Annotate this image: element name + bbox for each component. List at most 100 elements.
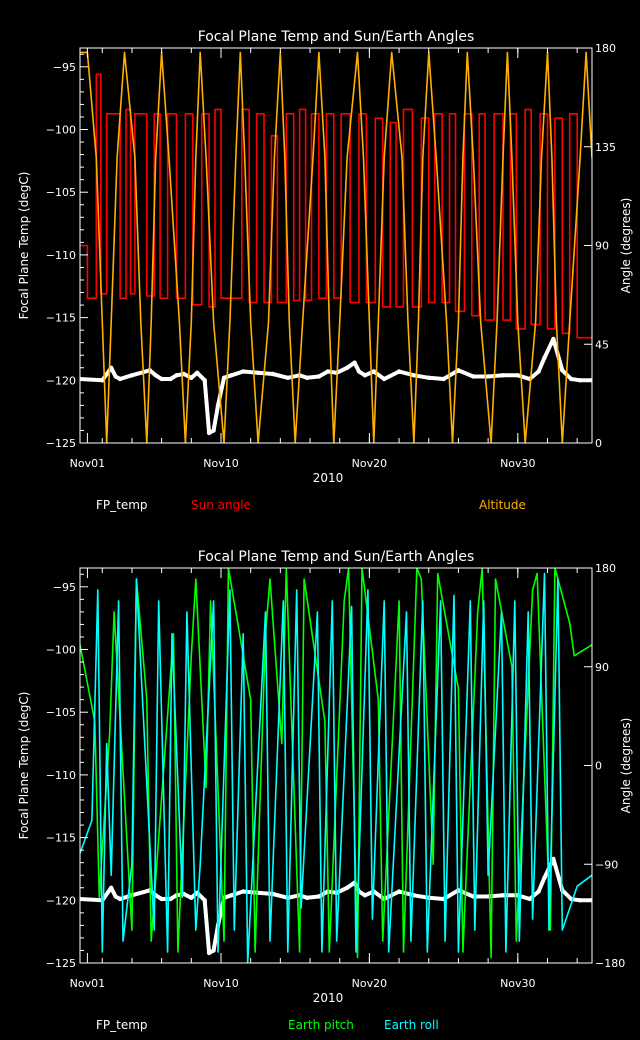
y-tick-label: −105 (46, 186, 76, 199)
fp-temp-point (117, 896, 123, 902)
fp-temp-point (117, 376, 123, 382)
fp-temp-point (589, 378, 592, 383)
fp-temp-point (426, 375, 431, 380)
y-right-axis-label: Angle (degrees) (619, 718, 633, 814)
fp-temp-point (189, 375, 194, 380)
fp-temp-point (304, 375, 310, 380)
fp-temp-point (241, 889, 246, 894)
series-earth-pitch (80, 568, 592, 959)
series-earth-roll (80, 572, 592, 963)
y-tick-label: −125 (46, 957, 76, 970)
y-tick-label: −110 (46, 769, 76, 782)
fp-temp-point (551, 856, 556, 862)
fp-temp-point (500, 373, 506, 378)
fp-temp-point (362, 893, 368, 898)
y-right-tick-label: 180 (595, 42, 616, 55)
y-tick-label: −95 (53, 581, 76, 594)
fp-temp-point (202, 898, 207, 903)
fp-temp-point (113, 894, 118, 899)
fp-temp-point (229, 373, 234, 378)
fp-temp-point (211, 948, 216, 953)
fp-temp-point (168, 376, 173, 382)
x-tick-label: Nov10 (203, 457, 238, 470)
fp-temp-point (100, 378, 105, 383)
legend-entry-earth-pitch: Earth pitch (288, 1018, 354, 1032)
fp-temp-point (589, 898, 592, 903)
chart-panel-2: Focal Plane Temp and Sun/Earth Angles −95… (17, 549, 633, 1032)
x-tick-label: Nov30 (500, 977, 535, 990)
y-right-tick-label: 180 (595, 562, 616, 575)
y-tick-label: −100 (46, 644, 76, 657)
y-tick-label: −120 (46, 374, 76, 387)
fp-temp-point (215, 403, 221, 408)
fp-temp-point (536, 369, 541, 374)
y-right-tick-label: −180 (595, 957, 625, 970)
fp-temp-point (255, 370, 261, 375)
fp-temp-point (206, 950, 212, 956)
legend-entry-sun-angle: Sun angle (191, 498, 251, 512)
fp-temp-point (129, 373, 135, 378)
y-axis-label: Focal Plane Temp (degC) (17, 692, 31, 840)
y-right-tick-label: 90 (595, 661, 609, 674)
chart-title: Focal Plane Temp and Sun/Earth Angles (198, 29, 475, 45)
fp-temp-point (316, 374, 322, 379)
fp-temp-point (211, 428, 216, 433)
fp-temp-point (542, 355, 547, 360)
fp-temp-point (344, 365, 350, 370)
y-right-tick-label: 45 (595, 338, 609, 351)
fp-temp-point (168, 896, 173, 902)
fp-temp-point (325, 369, 330, 374)
chart-panel-1: Focal Plane Temp and Sun/Earth Angles −95… (17, 29, 633, 512)
fp-temp-point (560, 368, 565, 373)
fp-temp-point (542, 875, 547, 880)
y-right-tick-label: 0 (595, 760, 602, 773)
fp-temp-point (316, 894, 322, 899)
fp-temp-point (551, 336, 556, 342)
fp-temp-point (569, 376, 574, 382)
fp-temp-point (441, 376, 446, 382)
legend-entry-altitude: Altitude (479, 498, 526, 512)
fp-temp-point (396, 369, 402, 374)
y-tick-label: −120 (46, 894, 76, 907)
fp-temp-point (153, 373, 158, 378)
fp-temp-point (352, 360, 357, 365)
y-tick-label: −110 (46, 249, 76, 262)
legend-entry-earth-roll: Earth roll (384, 1018, 439, 1032)
x-axis-label: 2010 (313, 471, 344, 485)
x-tick-label: Nov30 (500, 457, 535, 470)
fp-temp-point (241, 369, 246, 374)
y-right-tick-label: 0 (595, 437, 602, 450)
y-tick-label: −105 (46, 706, 76, 719)
fp-temp-point (109, 885, 114, 890)
fp-temp-point (195, 370, 200, 375)
fp-temp-point (202, 378, 207, 383)
fp-temp-point (411, 373, 417, 378)
series-altitude (80, 51, 592, 443)
fp-temp-point (456, 368, 461, 373)
x-tick-label: Nov01 (70, 977, 105, 990)
x-tick-label: Nov20 (352, 457, 387, 470)
y-axis-label: Focal Plane Temp (degC) (17, 172, 31, 320)
x-tick-label: Nov01 (70, 457, 105, 470)
fp-temp-point (304, 895, 310, 900)
fp-temp-point (500, 893, 506, 898)
fp-temp-point (221, 375, 227, 380)
fp-temp-point (344, 885, 350, 890)
fp-temp-point (362, 373, 368, 378)
fp-temp-point (396, 889, 402, 894)
fp-temp-point (371, 369, 376, 374)
fp-temp-point (285, 375, 290, 380)
y-tick-label: −115 (46, 832, 76, 845)
legend-entry-fp-temp: FP_temp (96, 498, 148, 512)
y-tick-label: −95 (53, 61, 76, 74)
x-tick-label: Nov20 (352, 977, 387, 990)
fp-temp-point (515, 373, 520, 378)
series-sun-angle (80, 73, 592, 339)
y-tick-label: −115 (46, 312, 76, 325)
y-right-tick-label: 90 (595, 240, 609, 253)
fp-temp-point (382, 376, 387, 382)
fp-temp-point (113, 374, 118, 379)
x-axis-label: 2010 (313, 991, 344, 1005)
y-right-tick-label: 135 (595, 141, 616, 154)
